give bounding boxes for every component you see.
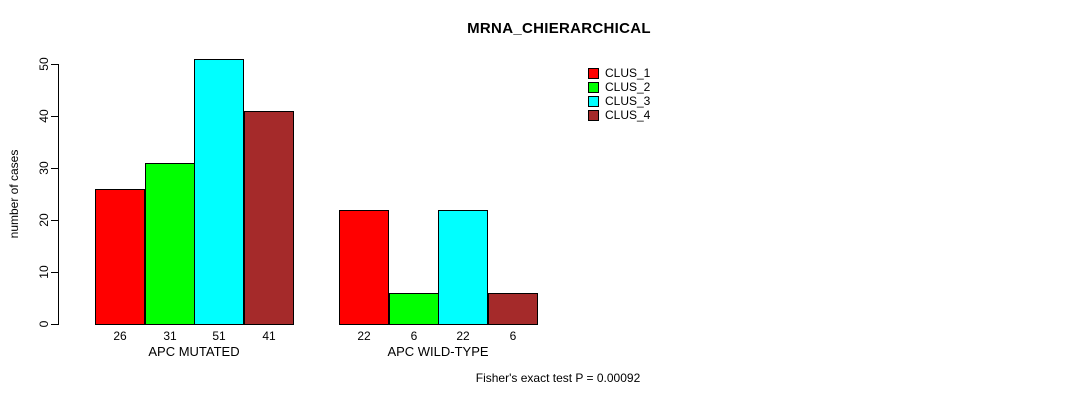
- bar-clus-4-apc-mutated: [244, 111, 294, 325]
- annotation-text: Fisher's exact test P = 0.00092: [475, 371, 641, 385]
- legend-item-clus-4: CLUS_4: [588, 108, 650, 122]
- bar-clus-2-apc-mutated: [145, 163, 195, 325]
- y-axis-tick: [51, 64, 58, 65]
- y-axis-tick-label: 30: [37, 161, 51, 175]
- y-axis-tick-label: 20: [37, 213, 51, 227]
- y-axis-tick: [51, 116, 58, 117]
- legend: CLUS_1 CLUS_2 CLUS_3 CLUS_4: [588, 66, 650, 122]
- chart-title: MRNA_CHIERARCHICAL: [467, 20, 651, 37]
- legend-item-clus-2: CLUS_2: [588, 80, 650, 94]
- legend-label: CLUS_1: [605, 66, 651, 80]
- legend-label: CLUS_3: [605, 94, 651, 108]
- bar-value-label: 51: [212, 329, 226, 343]
- legend-swatch: [588, 81, 599, 93]
- bar-value-label: 6: [410, 329, 418, 343]
- y-axis-tick: [51, 168, 58, 169]
- bar-value-label: 31: [163, 329, 177, 343]
- bar-clus-3-apc-mutated: [194, 59, 244, 325]
- y-axis-label: number of cases: [7, 149, 21, 239]
- legend-item-clus-1: CLUS_1: [588, 66, 650, 80]
- y-axis-tick: [51, 324, 58, 325]
- bar-value-label: 6: [509, 329, 517, 343]
- bar-clus-1-apc-wild-type: [339, 210, 389, 325]
- legend-item-clus-3: CLUS_3: [588, 94, 650, 108]
- y-axis-tick-label: 10: [37, 265, 51, 279]
- bar-clus-2-apc-wild-type: [389, 293, 439, 325]
- bar-clus-1-apc-mutated: [95, 189, 145, 325]
- group-label-apc-wild-type: APC WILD-TYPE: [387, 344, 489, 359]
- legend-swatch: [588, 67, 599, 79]
- y-axis-tick: [51, 220, 58, 221]
- y-axis-tick-label: 50: [37, 57, 51, 71]
- y-axis-tick-label: 40: [37, 109, 51, 123]
- y-axis-line: [58, 64, 59, 325]
- y-axis-tick: [51, 272, 58, 273]
- legend-swatch: [588, 109, 599, 121]
- bar-value-label: 22: [456, 329, 470, 343]
- bar-value-label: 22: [357, 329, 371, 343]
- y-axis-tick-label: 0: [37, 320, 51, 328]
- legend-label: CLUS_4: [605, 108, 651, 122]
- legend-swatch: [588, 95, 599, 107]
- bar-clus-4-apc-wild-type: [488, 293, 538, 325]
- bar-value-label: 41: [262, 329, 276, 343]
- legend-label: CLUS_2: [605, 80, 651, 94]
- bar-clus-3-apc-wild-type: [438, 210, 488, 325]
- group-label-apc-mutated: APC MUTATED: [148, 344, 240, 359]
- bar-value-label: 26: [113, 329, 127, 343]
